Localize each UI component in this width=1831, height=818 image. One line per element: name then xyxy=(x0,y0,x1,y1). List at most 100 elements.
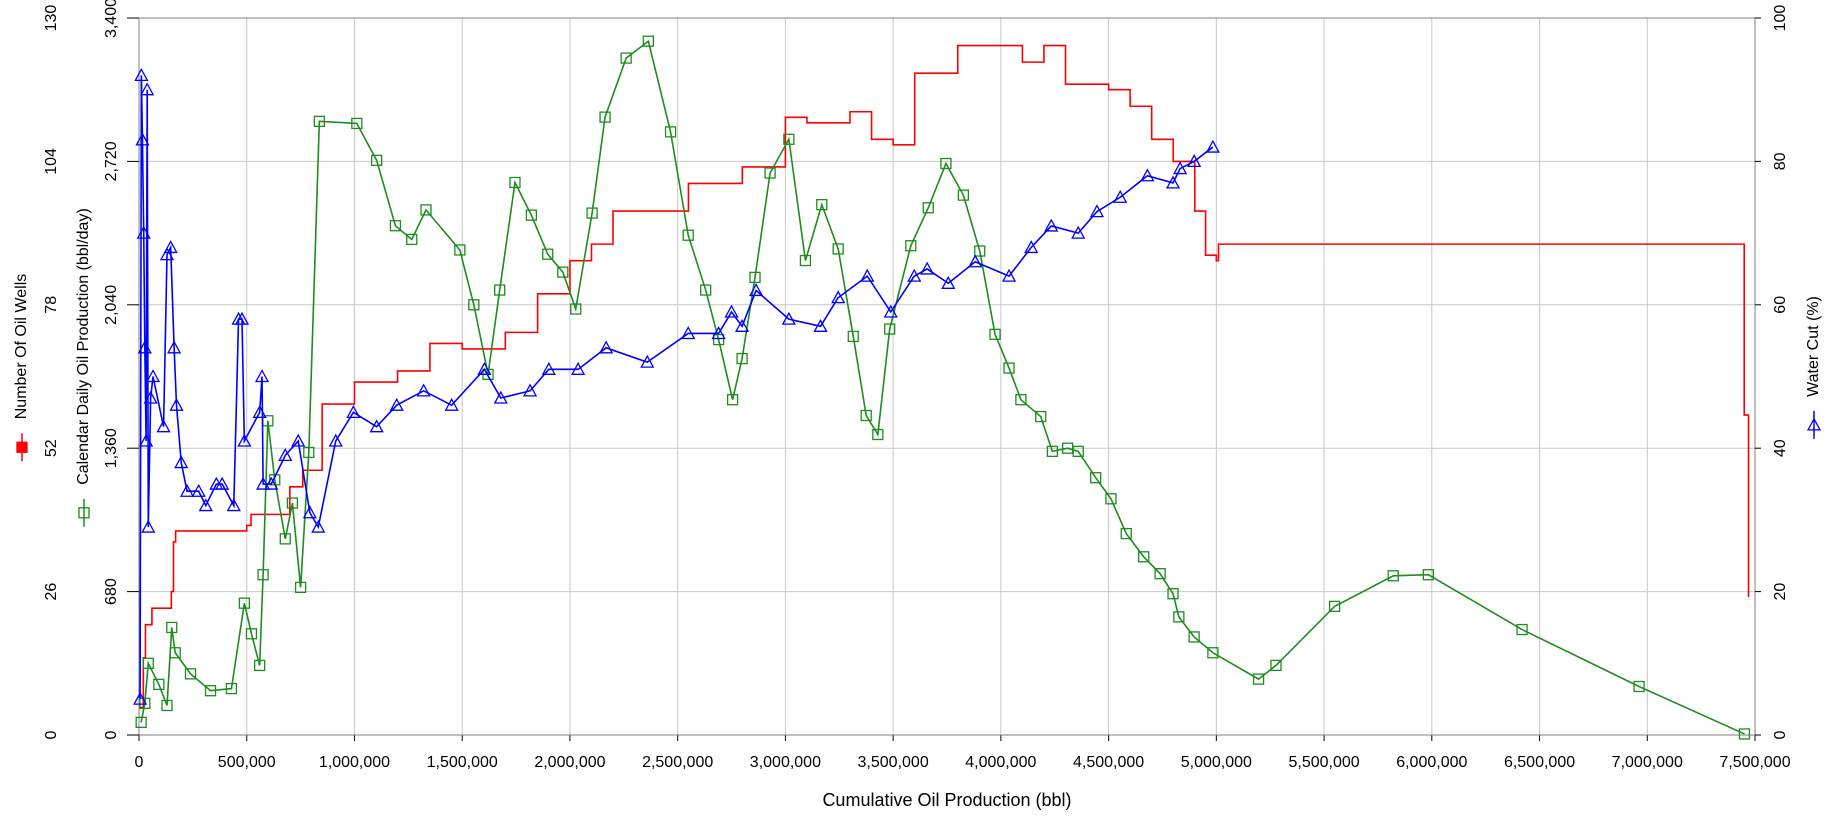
data-point xyxy=(1387,570,1399,582)
data-point xyxy=(494,284,506,296)
data-point xyxy=(781,311,796,325)
data-point xyxy=(145,369,161,383)
data-point xyxy=(264,476,279,490)
data-point xyxy=(799,254,812,267)
y-tick-label: 104 xyxy=(43,148,60,175)
data-point xyxy=(1205,139,1220,153)
data-point xyxy=(1270,659,1282,672)
data-point xyxy=(153,678,165,691)
data-point xyxy=(847,330,859,343)
data-point xyxy=(1207,647,1219,659)
data-point xyxy=(922,202,934,214)
data-point xyxy=(1165,175,1181,189)
data-point xyxy=(420,204,432,216)
data-point xyxy=(1044,218,1059,232)
data-point xyxy=(1113,189,1128,203)
data-point xyxy=(1140,168,1155,182)
data-point xyxy=(238,597,251,609)
y2-tick-label: 60 xyxy=(1772,296,1789,314)
data-point xyxy=(225,682,238,695)
data-point xyxy=(389,397,404,411)
data-point xyxy=(1024,240,1039,254)
data-point xyxy=(1003,362,1015,374)
data-point xyxy=(254,369,270,383)
data-point xyxy=(237,433,252,447)
x-tick-label: 5,500,000 xyxy=(1288,754,1359,771)
data-point xyxy=(142,657,154,669)
data-point xyxy=(328,433,343,447)
data-point xyxy=(570,303,582,315)
data-point xyxy=(541,361,556,375)
legend-marker xyxy=(16,441,28,453)
data-point xyxy=(163,240,178,254)
y-tick-label: 130 xyxy=(43,5,60,32)
y-tick-label: 26 xyxy=(43,583,60,601)
data-point xyxy=(642,35,655,47)
data-point xyxy=(143,390,158,404)
y3-tick-label: 2,720 xyxy=(103,141,120,181)
data-point xyxy=(161,699,173,712)
data-point xyxy=(184,668,197,680)
data-point xyxy=(139,697,151,710)
data-point xyxy=(586,207,598,219)
data-point xyxy=(140,82,155,96)
x-tick-label: 3,500,000 xyxy=(858,754,929,771)
data-point xyxy=(141,519,156,533)
data-point xyxy=(139,433,154,447)
data-point xyxy=(313,115,325,127)
data-point xyxy=(974,245,986,257)
data-point xyxy=(468,299,480,311)
data-point xyxy=(724,304,739,318)
data-point xyxy=(620,52,632,64)
y2-tick-label: 100 xyxy=(1772,5,1789,32)
data-point xyxy=(860,268,875,282)
data-point xyxy=(245,628,258,640)
data-point xyxy=(734,318,750,332)
data-point xyxy=(136,225,151,239)
data-point xyxy=(1072,445,1084,458)
data-point xyxy=(681,326,696,340)
y-tick-label: 78 xyxy=(43,296,60,314)
data-point xyxy=(416,383,431,397)
data-point xyxy=(493,390,508,404)
data-point xyxy=(134,68,149,82)
axis-title: Number Of Oil Wells xyxy=(13,274,30,420)
x-tick-label: 6,000,000 xyxy=(1396,754,1467,771)
data-point xyxy=(1167,588,1179,600)
data-point xyxy=(1090,472,1102,484)
data-point xyxy=(444,397,459,411)
x-tick-label: 3,000,000 xyxy=(750,754,821,771)
x-axis-title: Cumulative Oil Production (bbl) xyxy=(822,790,1071,810)
data-point xyxy=(1173,611,1185,623)
data-point xyxy=(957,189,970,201)
data-point xyxy=(1001,268,1017,282)
data-point xyxy=(369,419,384,433)
data-point xyxy=(291,433,306,447)
data-point xyxy=(279,533,291,545)
data-point xyxy=(254,659,266,672)
data-point xyxy=(252,404,267,419)
data-point xyxy=(191,483,206,497)
data-point xyxy=(302,505,317,519)
data-point xyxy=(278,448,293,462)
x-tick-label: 4,000,000 xyxy=(965,754,1036,771)
data-point xyxy=(522,383,538,397)
x-tick-label: 5,000,000 xyxy=(1181,754,1252,771)
data-point xyxy=(1015,394,1027,406)
data-point xyxy=(700,284,712,296)
data-point xyxy=(764,167,776,179)
data-point xyxy=(749,271,761,284)
data-point xyxy=(1071,225,1086,239)
x-tick-label: 2,000,000 xyxy=(534,754,605,771)
data-point xyxy=(783,133,795,145)
data-point xyxy=(736,352,748,365)
data-point xyxy=(831,290,846,304)
data-point xyxy=(346,404,361,419)
data-point xyxy=(557,266,569,278)
series-line xyxy=(139,75,1214,700)
data-point xyxy=(1252,673,1265,685)
data-point xyxy=(311,519,326,533)
data-point xyxy=(1188,631,1200,643)
